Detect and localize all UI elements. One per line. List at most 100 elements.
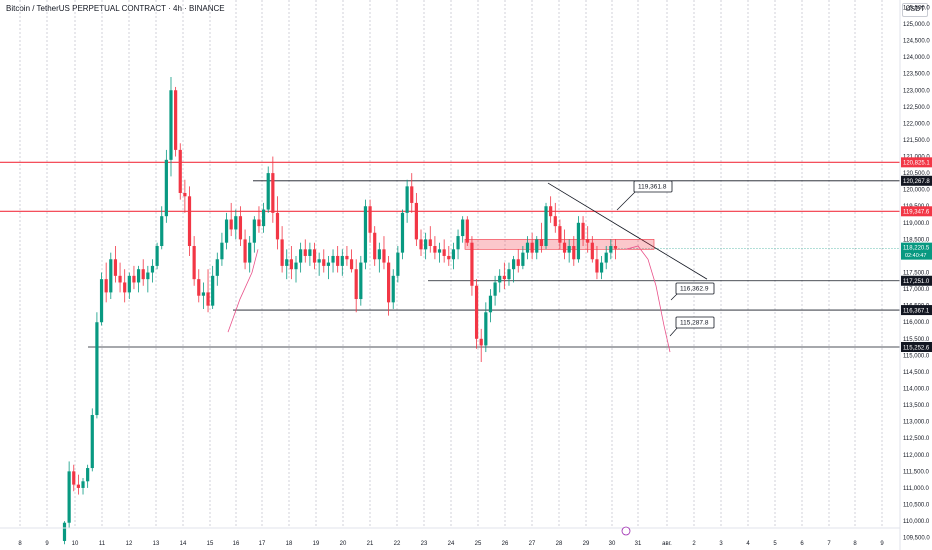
candle-body: [442, 249, 446, 256]
candle-body: [266, 173, 270, 210]
candle-body: [396, 252, 400, 276]
candle-body: [437, 249, 442, 253]
candle-body: [363, 206, 368, 263]
candle-body: [178, 149, 182, 193]
x-tick-label: 4: [746, 541, 750, 547]
y-tick-label: 112,000.0: [903, 453, 930, 459]
candle-body: [470, 242, 474, 286]
candle-body: [183, 192, 187, 197]
candle-body: [544, 206, 548, 247]
candle-body: [535, 239, 539, 253]
candle-body: [493, 282, 497, 296]
candle-body: [349, 259, 354, 270]
candle-body: [488, 295, 493, 313]
x-tick-label: 3: [719, 541, 723, 547]
candle-body: [424, 239, 428, 250]
y-tick-label: 118,500.0: [903, 237, 930, 243]
level-price-label: [901, 305, 932, 316]
x-tick-label: 8: [18, 541, 22, 547]
last-price-tag: [901, 242, 932, 260]
candle-body: [229, 219, 233, 230]
candle-body: [308, 249, 312, 256]
candle-body: [81, 481, 85, 488]
candle-body: [567, 246, 571, 253]
candle-body: [613, 246, 618, 249]
callout-text: 116,362.9: [680, 286, 709, 293]
candle-body: [553, 216, 557, 227]
candle-body: [599, 262, 604, 273]
candle-body: [451, 249, 456, 260]
candle-body: [285, 259, 289, 266]
level-price-label: [901, 157, 932, 168]
candle-body: [572, 246, 576, 260]
candle-body: [405, 186, 409, 213]
candle-body: [595, 259, 599, 273]
candle-body: [294, 262, 298, 270]
candle-body: [562, 242, 567, 253]
candle-body: [525, 242, 530, 253]
candle-body: [484, 312, 488, 346]
candle-body: [123, 282, 127, 293]
x-tick-label: 18: [286, 541, 293, 547]
x-tick-label: 6: [800, 541, 804, 547]
candle-body: [507, 269, 511, 280]
level-price-label: [901, 206, 932, 217]
y-tick-label: 117,500.0: [903, 271, 930, 277]
candle-body: [609, 246, 613, 253]
price-axis: 109,500.0 110,000.0 110,500.0 111,000.0 111,…: [899, 0, 932, 550]
descending-trendline: [547, 182, 708, 280]
last-price-text: 118,220.5: [903, 246, 930, 252]
candle-body: [512, 259, 516, 270]
candle-body: [377, 249, 381, 260]
x-tick-label: 10: [72, 541, 79, 547]
event-marker-icon: [621, 526, 631, 536]
candle-body: [521, 252, 525, 266]
level-lines: [0, 161, 900, 348]
candle-body: [206, 292, 210, 306]
candle-body: [391, 275, 395, 303]
candle-body: [331, 255, 335, 263]
candle-body: [289, 259, 293, 270]
x-tick-label: 27: [529, 541, 536, 547]
candle-body: [359, 262, 363, 300]
y-tick-label: 114,000.0: [903, 387, 930, 393]
x-tick-label: 14: [180, 541, 187, 547]
x-tick-label: 17: [259, 541, 266, 547]
projection-path-past: [227, 249, 259, 333]
candle-body: [238, 216, 243, 240]
candle-body: [498, 275, 502, 283]
x-tick-label: 22: [394, 541, 401, 547]
callout-box: [633, 180, 673, 193]
y-tick-label: 124,000.0: [903, 55, 930, 61]
candle-body: [530, 242, 534, 253]
candle-body: [224, 219, 229, 243]
time-axis: 8 9 10 11 12 13 14 15 16 17 18 19 20 21 22 23 24 25 26 27 28…: [0, 526, 900, 547]
candle-body: [586, 239, 590, 243]
currency-badge[interactable]: USDT: [902, 3, 928, 17]
x-tick-label: 19: [313, 541, 320, 547]
callout-box: [675, 316, 715, 329]
candle-body: [326, 262, 331, 266]
x-tick-label: 13: [153, 541, 160, 547]
y-tick-label: 115,500.0: [903, 337, 930, 343]
candle-body: [160, 216, 164, 247]
candle-body: [169, 90, 173, 160]
x-tick-label: 9: [45, 541, 49, 547]
y-tick-label: 111,500.0: [903, 469, 929, 475]
candle-body: [86, 468, 90, 482]
candle-body: [410, 186, 414, 203]
x-tick-label: 12: [126, 541, 133, 547]
candle-body: [271, 173, 275, 213]
y-tick-label: 114,500.0: [903, 370, 930, 376]
x-tick-label: 31: [635, 541, 642, 547]
callout-leader: [669, 326, 679, 337]
x-tick-label: 8: [853, 541, 857, 547]
y-tick-label: 122,500.0: [903, 105, 930, 111]
y-tick-label: 117,000.0: [903, 287, 930, 293]
callout-leader: [616, 190, 637, 211]
candle-body: [419, 239, 423, 250]
candle-body: [340, 255, 344, 266]
candle-body: [146, 272, 150, 280]
level-price-text: 116,367.1: [903, 308, 930, 314]
